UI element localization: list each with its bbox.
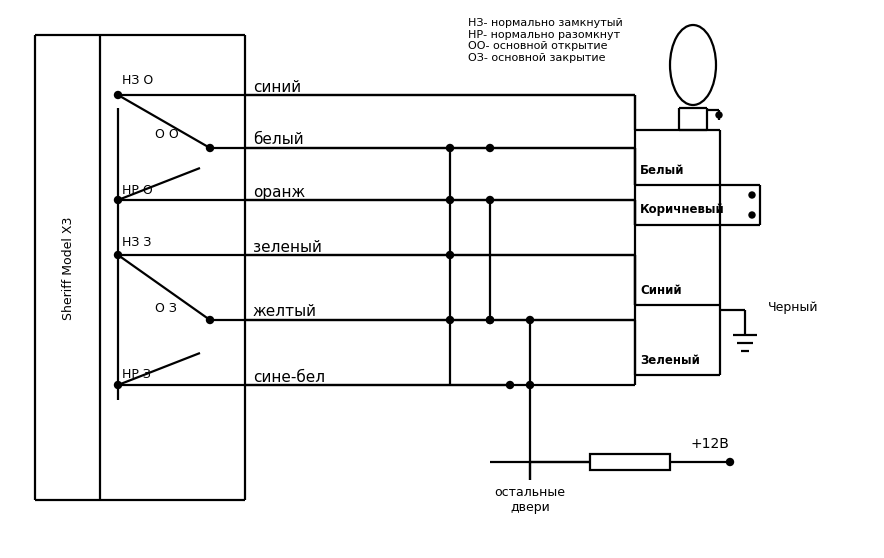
Circle shape <box>486 316 493 324</box>
Circle shape <box>207 145 214 152</box>
Text: остальные: остальные <box>494 487 566 499</box>
Bar <box>590 454 670 470</box>
Circle shape <box>446 145 453 152</box>
Text: Белый: Белый <box>640 163 684 176</box>
Text: двери: двери <box>510 502 550 514</box>
Text: Синий: Синий <box>640 283 682 296</box>
Text: НЗ З: НЗ З <box>122 235 151 248</box>
Text: О З: О З <box>155 301 177 315</box>
Text: НР З: НР З <box>122 368 151 382</box>
Text: белый: белый <box>253 132 303 147</box>
Circle shape <box>207 316 214 324</box>
Text: синий: синий <box>253 79 301 94</box>
Circle shape <box>115 252 121 258</box>
Text: НЗ- нормально замкнутый
НР- нормально разомкнут
ОО- основной открытие
ОЗ- основн: НЗ- нормально замкнутый НР- нормально ра… <box>468 18 622 63</box>
Circle shape <box>749 192 755 198</box>
Text: Зеленый: Зеленый <box>640 354 700 367</box>
Circle shape <box>115 382 121 388</box>
Circle shape <box>446 252 453 258</box>
Circle shape <box>716 112 722 118</box>
Circle shape <box>446 196 453 204</box>
Text: сине-бел: сине-бел <box>253 369 325 384</box>
Text: О О: О О <box>155 128 179 142</box>
Text: НЗ О: НЗ О <box>122 74 153 86</box>
Circle shape <box>486 196 493 204</box>
Text: Sheriff Model X3: Sheriff Model X3 <box>62 217 74 320</box>
Text: желтый: желтый <box>253 305 317 320</box>
Circle shape <box>446 316 453 324</box>
Text: Черный: Черный <box>768 301 819 315</box>
Text: зеленый: зеленый <box>253 239 322 254</box>
Circle shape <box>486 145 493 152</box>
Text: оранж: оранж <box>253 185 305 200</box>
Circle shape <box>727 459 734 465</box>
Circle shape <box>527 316 534 324</box>
Circle shape <box>115 92 121 99</box>
Circle shape <box>115 196 121 204</box>
Text: Коричневый: Коричневый <box>640 204 725 217</box>
Text: НР О: НР О <box>122 184 153 196</box>
Circle shape <box>749 212 755 218</box>
Text: +12В: +12В <box>690 437 729 451</box>
Circle shape <box>527 382 534 388</box>
Circle shape <box>507 382 514 388</box>
Circle shape <box>486 316 493 324</box>
